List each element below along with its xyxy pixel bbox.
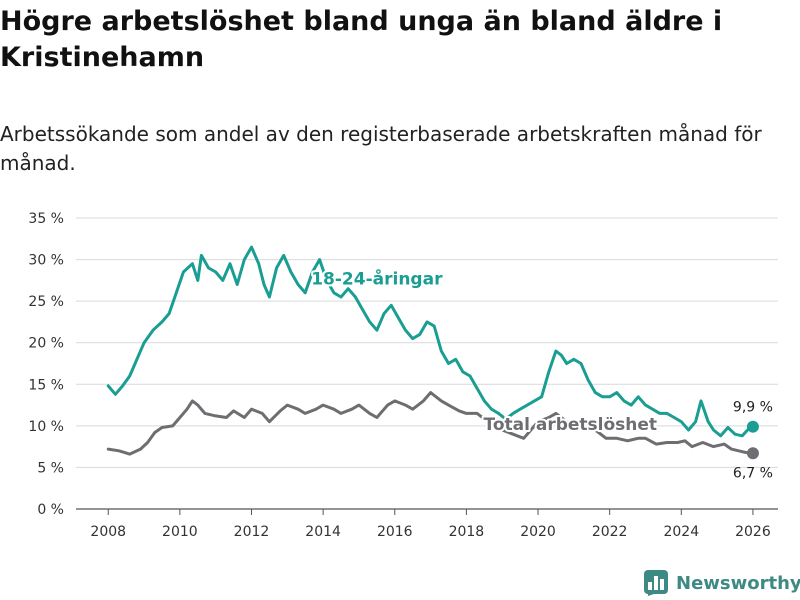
- series-label-youth: 18-24-åringar: [311, 268, 443, 290]
- brand-name: Newsworthy: [676, 572, 800, 594]
- y-tick-label: 35 %: [28, 211, 64, 227]
- x-tick-label: 2014: [305, 524, 341, 540]
- series-label-total: Total arbetslöshet: [483, 415, 657, 435]
- series-line-total: [106, 391, 755, 456]
- x-tick-label: 2018: [449, 524, 485, 540]
- y-tick-label: 10 %: [28, 419, 64, 435]
- y-tick-label: 0 %: [37, 502, 64, 518]
- series-labels: 18-24-åringar 9,9 % Total arbetslöshet 6,7 …: [309, 266, 773, 482]
- brand-logo: Newsworthy: [644, 568, 800, 598]
- end-value-label-youth: 9,9 %: [733, 400, 773, 416]
- grid-lines: [76, 217, 778, 510]
- chart-subtitle: Arbetssökande som andel av den registerb…: [0, 122, 762, 175]
- bar-chart-logo-icon: [644, 570, 668, 596]
- y-tick-label: 5 %: [37, 460, 64, 476]
- y-tick-label: 30 %: [28, 253, 64, 269]
- y-tick-label: 15 %: [28, 377, 64, 393]
- x-tick-label: 2026: [735, 524, 771, 540]
- end-value-label-total: 6,7 %: [733, 465, 773, 481]
- x-tick-label: 2020: [520, 524, 556, 540]
- series-line-youth: [106, 245, 755, 438]
- chart-title: Högre arbetslöshet bland unga än bland ä…: [0, 6, 723, 73]
- axis-ticks: 0 % 5 % 10 % 15 % 20 % 25 % 30 % 35 % 2008 2010 20…: [28, 211, 770, 540]
- x-tick-label: 2022: [592, 524, 628, 540]
- x-tick-label: 2008: [90, 524, 126, 540]
- x-tick-label: 2010: [162, 524, 198, 540]
- x-tick-label: 2024: [663, 524, 699, 540]
- y-tick-label: 25 %: [28, 294, 64, 310]
- x-tick-label: 2016: [377, 524, 413, 540]
- y-tick-label: 20 %: [28, 336, 64, 352]
- series-lines: [106, 245, 759, 460]
- series-end-point-youth: [746, 420, 759, 433]
- series-end-point-total: [746, 447, 759, 460]
- x-tick-label: 2012: [234, 524, 270, 540]
